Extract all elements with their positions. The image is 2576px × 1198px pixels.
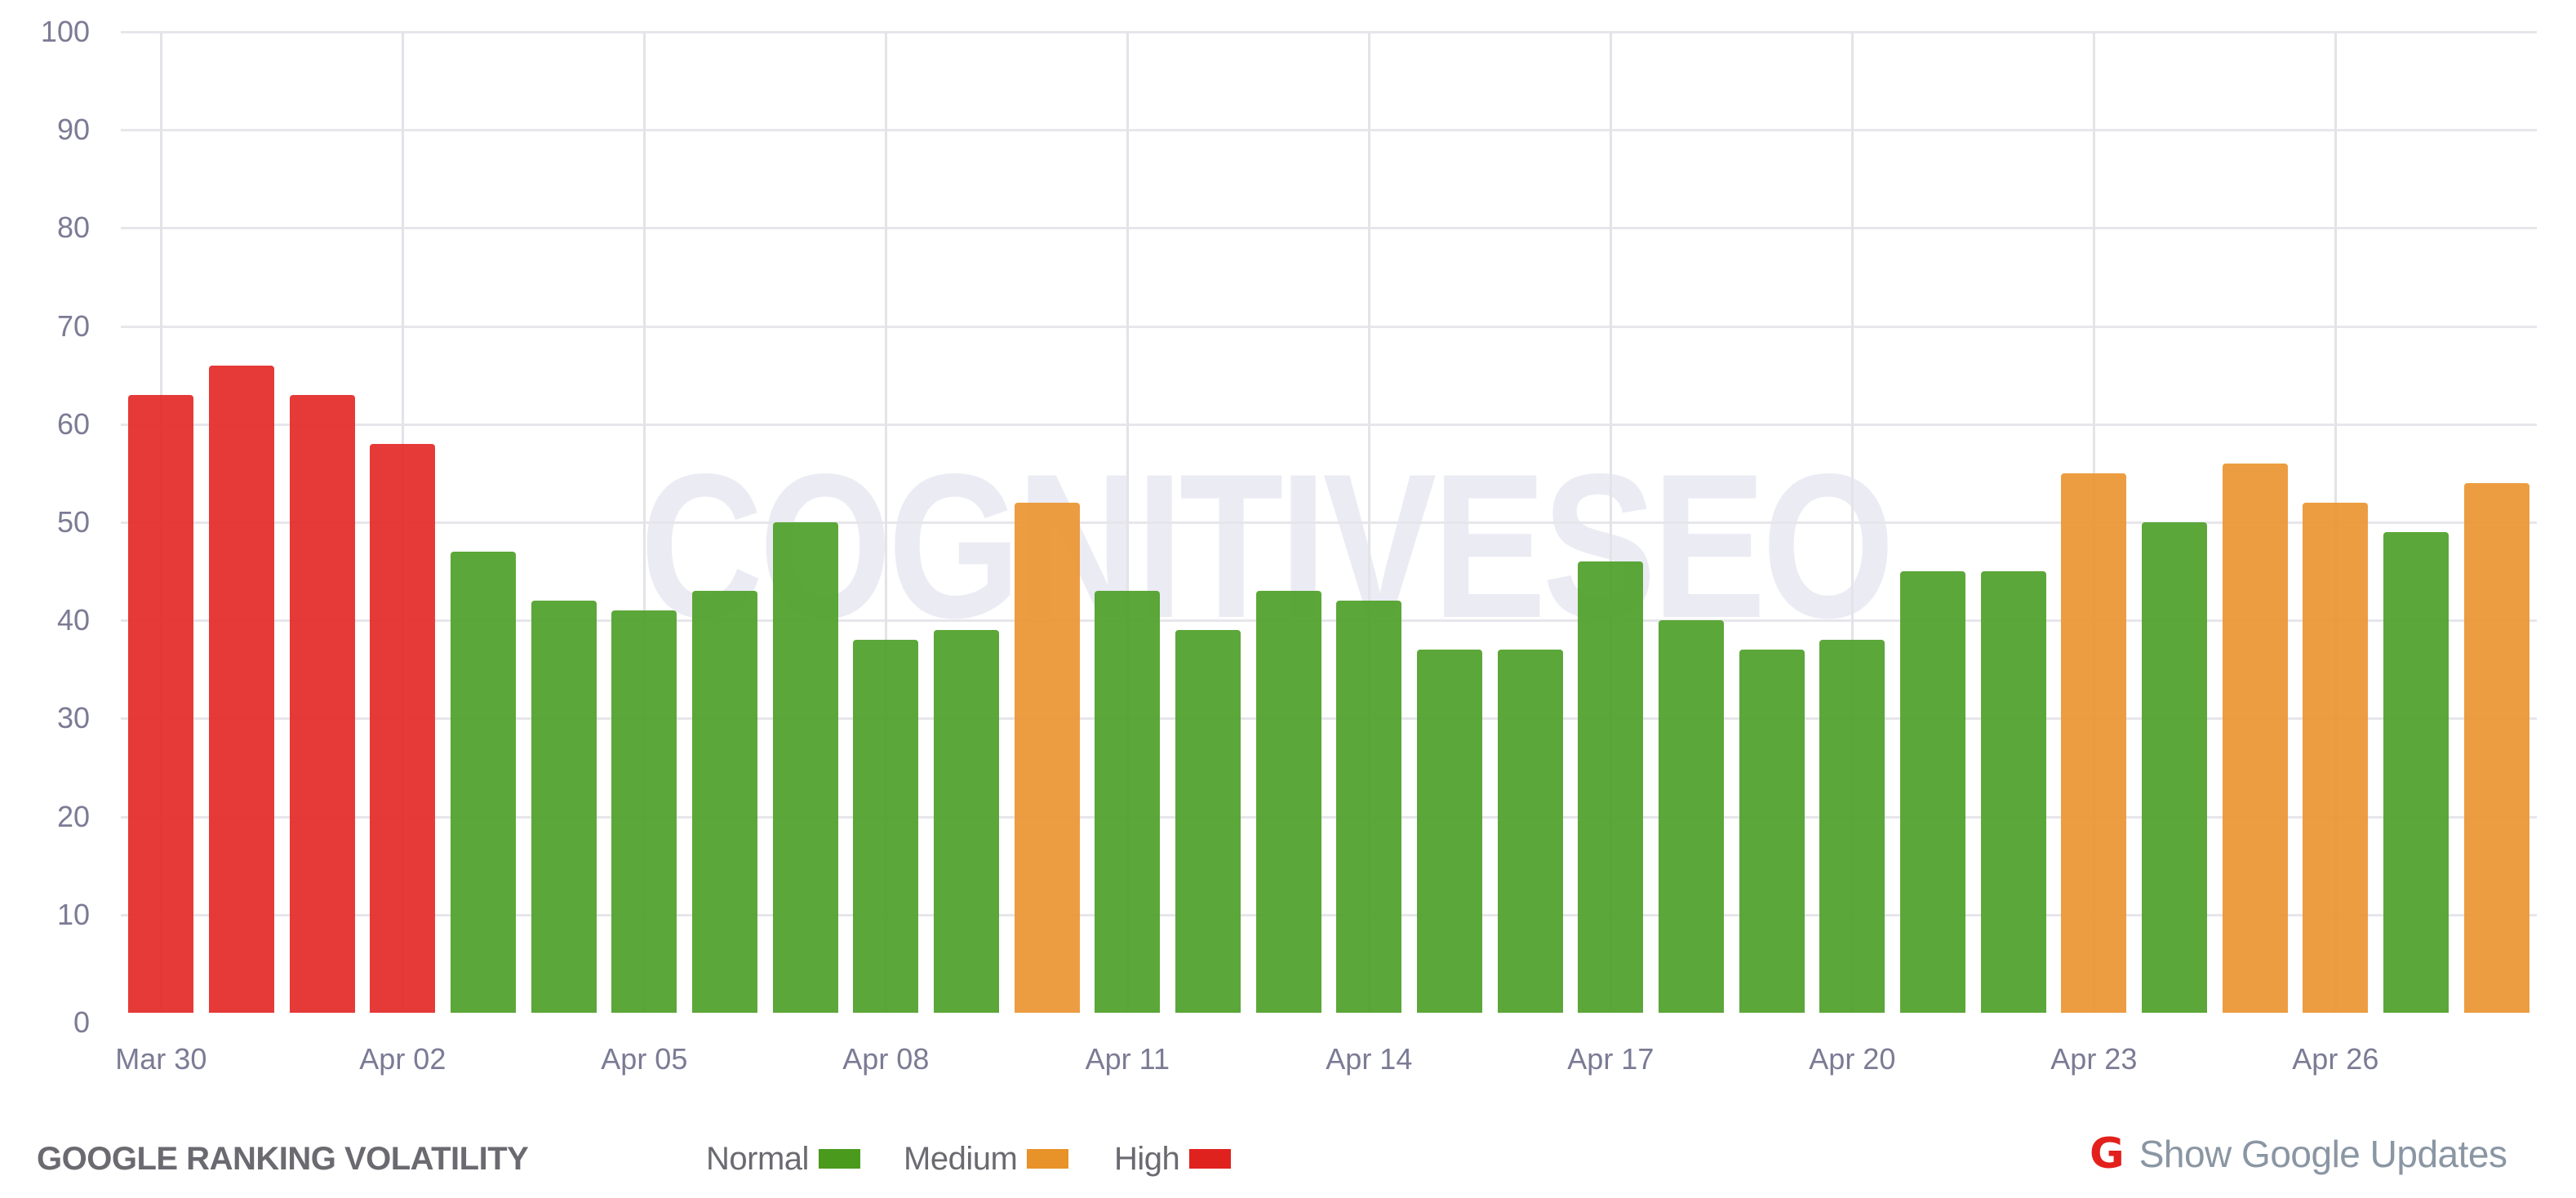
show-google-updates-button[interactable]: G Show Google Updates [2090,1131,2507,1177]
bar-normal[interactable] [1739,650,1805,1013]
x-tick-label: Mar 30 [115,1042,207,1076]
x-tick-label: Apr 17 [1567,1042,1654,1076]
y-gridline [121,31,2537,33]
y-tick-label: 10 [56,897,90,931]
bar-normal[interactable] [1497,650,1563,1013]
y-tick-label: 70 [56,308,90,343]
bar-normal[interactable] [1819,640,1885,1013]
x-gridline [1851,32,1854,1013]
bar-normal[interactable] [1578,561,1644,1013]
legend-label: Medium [904,1141,1018,1177]
legend-swatch-high [1189,1149,1232,1169]
bar-normal[interactable] [451,552,516,1013]
x-tick-label: Apr 26 [2292,1042,2379,1076]
x-tick-label: Apr 23 [2050,1042,2138,1076]
legend-swatch-medium [1027,1149,1069,1169]
bar-normal[interactable] [1659,620,1724,1013]
google-g-icon: G [2090,1129,2125,1178]
x-tick-label: Apr 20 [1809,1042,1896,1076]
x-gridline [1368,32,1371,1013]
y-gridline [121,913,2537,916]
bar-normal[interactable] [1900,571,1965,1013]
y-gridline [121,423,2537,426]
bar-medium[interactable] [2222,463,2288,1013]
bar-high[interactable] [370,443,436,1013]
legend-swatch-normal [818,1149,860,1169]
x-gridline [643,32,646,1013]
x-tick-label: Apr 14 [1326,1042,1413,1076]
x-gridline [1610,32,1613,1013]
y-gridline [121,619,2537,623]
bar-normal[interactable] [1336,601,1402,1013]
y-tick-label: 100 [40,15,90,48]
y-gridline [121,717,2537,721]
bar-normal[interactable] [772,522,838,1013]
bar-medium[interactable] [2061,473,2127,1013]
y-tick-label: 40 [56,603,90,637]
legend-label: Normal [706,1141,809,1177]
x-tick-label: Apr 05 [601,1042,688,1076]
bar-normal[interactable] [531,601,597,1013]
bar-normal[interactable] [692,591,757,1013]
show-google-updates-label: Show Google Updates [2139,1133,2507,1175]
x-gridline [885,32,888,1013]
bar-normal[interactable] [1417,650,1482,1013]
volatility-chart: COGNITIVESEO 0 10 20 30 40 50 60 70 80 90 100 Mar … [40,15,2537,1076]
bar-high[interactable] [209,365,274,1013]
bar-normal[interactable] [2383,532,2449,1013]
y-tick-label: 30 [56,701,90,735]
legend-item-normal[interactable]: Normal [706,1139,860,1178]
y-tick-label: 80 [56,211,90,245]
y-tick-label: 60 [56,406,90,441]
y-gridline [121,815,2537,819]
y-gridline [121,521,2537,524]
x-tick-label: Apr 08 [842,1042,930,1076]
bar-normal[interactable] [2142,522,2207,1013]
bar-normal[interactable] [611,610,677,1013]
bar-normal[interactable] [934,630,999,1013]
y-tick-label: 90 [56,113,90,147]
y-gridline [121,227,2537,230]
chart-title: GOOGLE RANKING VOLATILITY [37,1141,529,1177]
y-tick-label: 50 [56,505,90,539]
legend-item-medium[interactable]: Medium [904,1139,1069,1178]
bar-medium[interactable] [2303,502,2369,1013]
x-tick-label: Apr 02 [359,1042,446,1076]
x-gridline [1126,32,1130,1013]
x-tick-label: Apr 11 [1085,1042,1170,1076]
bar-normal[interactable] [1175,630,1241,1013]
bar-normal[interactable] [1980,571,2046,1013]
bar-high[interactable] [289,394,355,1013]
bar-medium[interactable] [2463,482,2529,1013]
bar-medium[interactable] [1014,502,1080,1013]
y-gridline [121,129,2537,132]
legend-item-high[interactable]: High [1114,1139,1232,1178]
y-gridline [121,325,2537,328]
y-tick-label: 20 [56,799,90,833]
legend-label: High [1114,1141,1180,1177]
y-tick-label: 0 [73,1005,90,1039]
bar-normal[interactable] [1095,591,1161,1013]
bar-high[interactable] [128,394,194,1013]
bar-normal[interactable] [1255,591,1321,1013]
bar-normal[interactable] [853,640,919,1013]
